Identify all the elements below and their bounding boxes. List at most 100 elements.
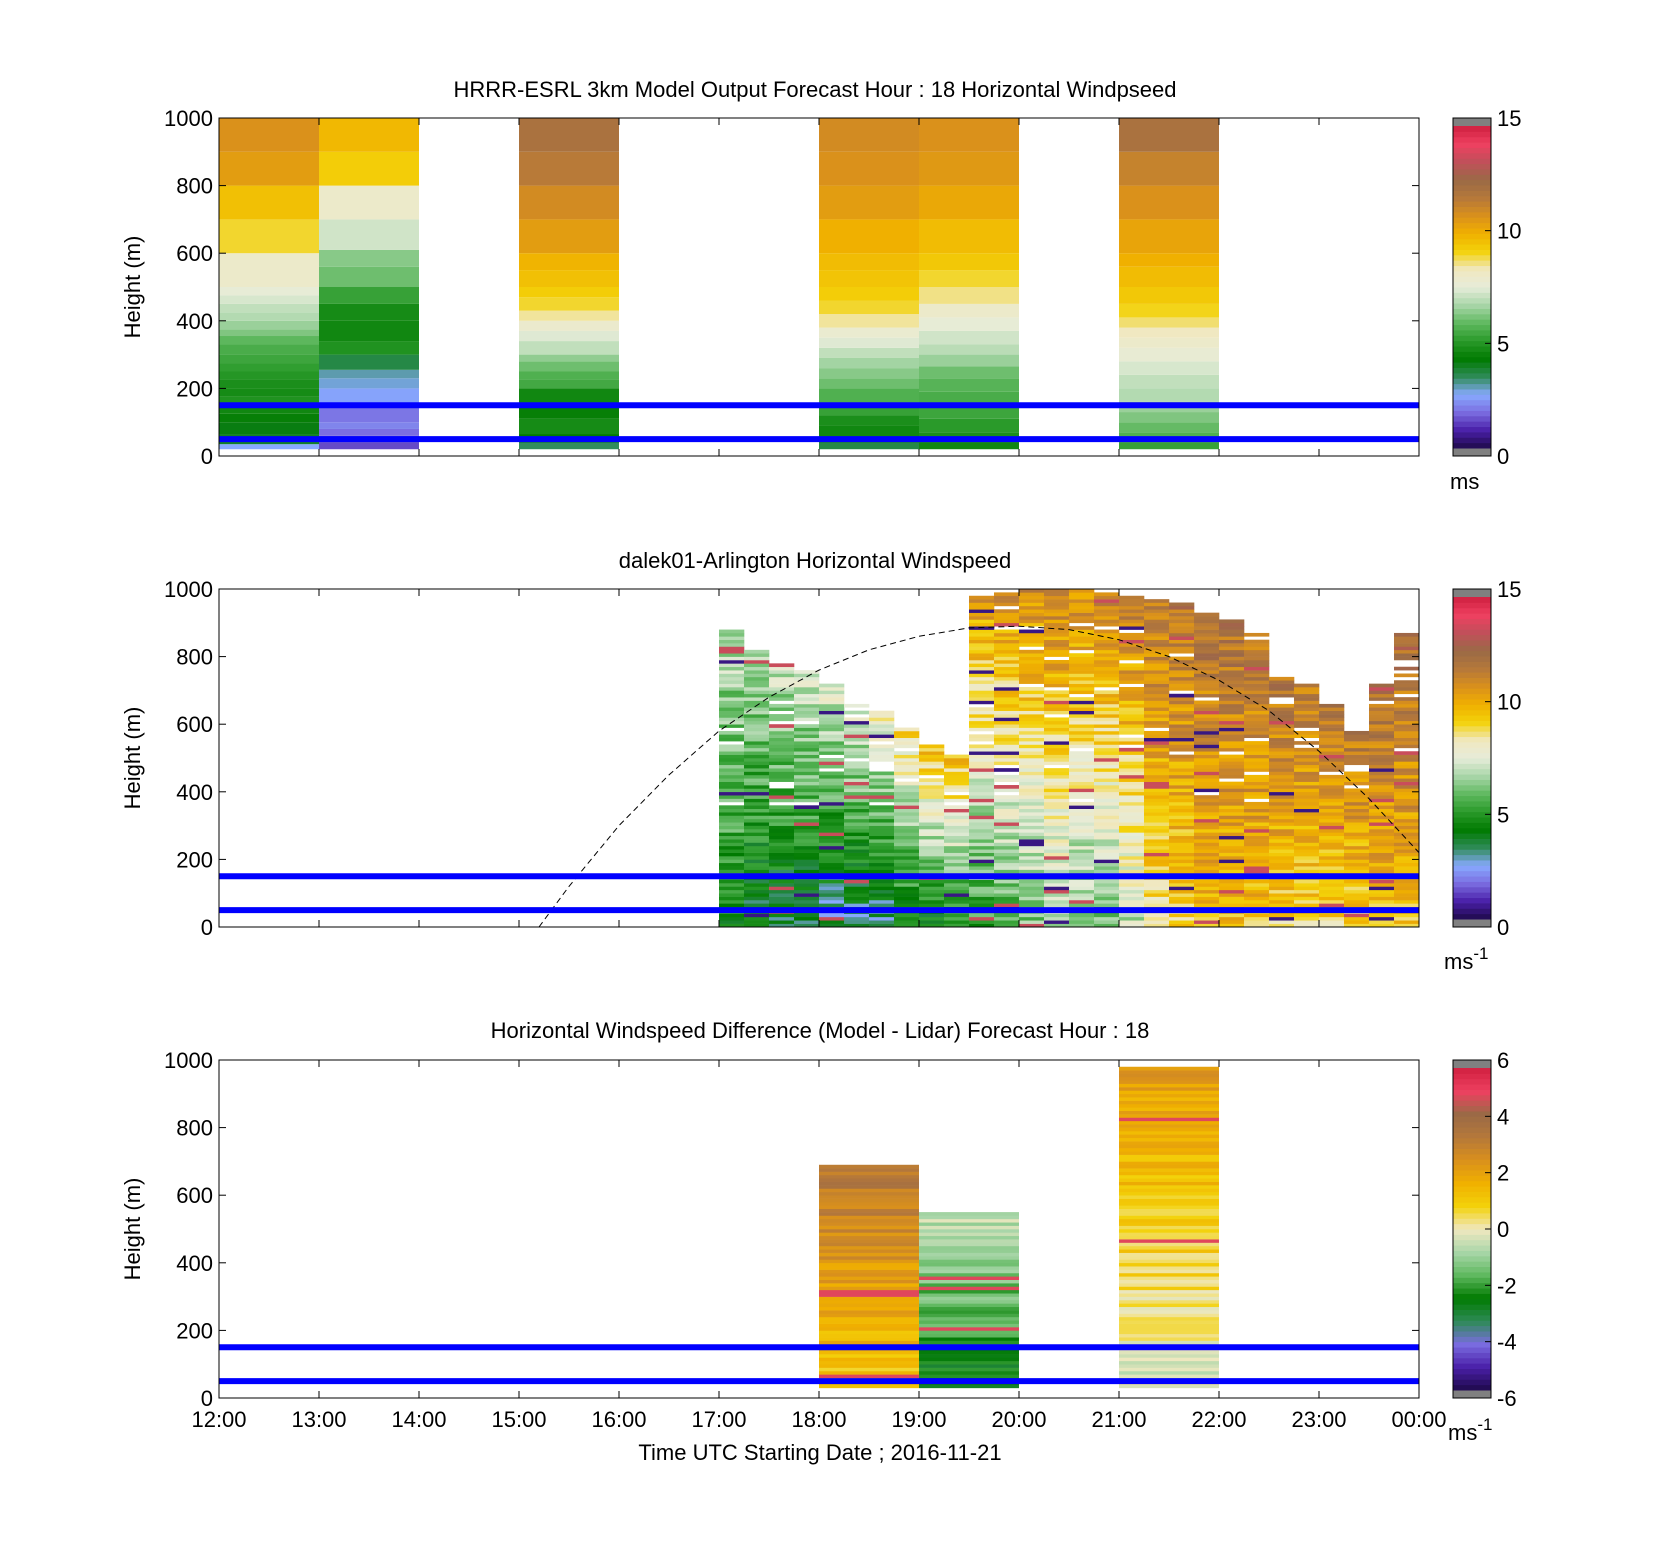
colorbar-swatch [1453,1180,1491,1187]
lidar-cell-16-33 [1119,812,1145,816]
lidar-cell-0-76 [719,666,745,671]
difference-cell-2-31 [1119,1279,1219,1284]
model-cell-4-11 [919,303,1019,318]
lidar-cell-10-58 [969,727,995,732]
colorbar-swatch [1453,1320,1491,1327]
difference-cell-0-63 [819,1171,919,1176]
lidar-cell-26-67 [1369,697,1395,701]
model-cell-0-16 [219,303,319,313]
lidar-cell-9-27 [944,832,970,837]
lidar-cell-7-30 [894,822,920,826]
lidar-cell-15-34 [1094,808,1120,813]
lidar-cell-7-54 [894,741,920,745]
lidar-cell-12-26 [1019,835,1045,840]
lidar-cell-12-98 [1019,592,1045,597]
lidar-cell-25-55 [1344,737,1370,742]
lidar-cell-21-41 [1244,785,1270,789]
difference-cell-2-24 [1119,1303,1219,1308]
lidar-cell-13-42 [1044,781,1070,786]
lidar-cell-0-61 [719,717,745,722]
model-cell-2-10 [519,330,619,342]
colorbar-swatch [1453,131,1491,138]
lidar-cell-21-66 [1244,700,1270,705]
lidar-cell-13-92 [1044,612,1070,617]
lidar-cell-12-87 [1019,629,1045,634]
lidar-cell-6-29 [869,825,895,830]
lidar-cell-18-54 [1169,741,1195,745]
lidar-cell-26-57 [1369,730,1395,735]
lidar-cell-4-57 [819,730,845,735]
lidar-cell-27-35 [1394,805,1420,809]
lidar-cell-16-72 [1119,680,1145,684]
lidar-cell-21-42 [1244,781,1270,786]
lidar-cell-3-30 [794,822,820,826]
lidar-cell-23-54 [1294,741,1320,745]
lidar-cell-23-20 [1294,856,1320,860]
lidar-cell-17-81 [1144,649,1170,654]
lidar-cell-23-3 [1294,913,1320,918]
lidar-cell-22-58 [1269,727,1295,732]
lidar-cell-27-72 [1394,680,1420,684]
lidar-cell-18-31 [1169,818,1195,823]
difference-cell-0-6 [819,1364,919,1368]
lidar-cell-24-59 [1319,724,1345,728]
lidar-cell-21-27 [1244,832,1270,837]
lidar-cell-17-47 [1144,764,1170,769]
difference-cell-2-68 [1119,1154,1219,1159]
colorbar-tick-label: -6 [1497,1386,1517,1411]
y-tick-label: 1000 [164,1048,213,1073]
lidar-cell-8-10 [919,889,945,894]
lidar-cell-3-18 [794,862,820,867]
difference-cell-2-65 [1119,1164,1219,1169]
model-cell-2-5 [519,379,619,389]
lidar-cell-11-30 [994,822,1020,826]
lidar-cell-2-8 [769,896,795,901]
colorbar-swatch [1453,222,1491,229]
lidar-cell-2-22 [769,849,795,853]
lidar-cell-27-2 [1394,916,1420,921]
lidar-cell-12-30 [1019,822,1045,826]
colorbar-swatch [1453,1245,1491,1251]
lidar-cell-4-67 [819,697,845,701]
lidar-cell-22-69 [1269,690,1295,695]
lidar-cell-6-6 [869,903,895,908]
lidar-cell-23-0 [1294,923,1320,928]
lidar-cell-21-74 [1244,673,1270,678]
lidar-cell-7-48 [894,761,920,766]
lidar-cell-23-39 [1294,791,1320,796]
difference-cell-2-39 [1119,1252,1219,1257]
difference-cell-0-33 [819,1272,919,1277]
lidar-cell-20-73 [1219,676,1245,681]
lidar-cell-25-45 [1344,771,1370,776]
colorbar-swatch [1453,206,1491,213]
lidar-cell-11-60 [994,720,1020,725]
lidar-cell-8-23 [919,845,945,850]
lidar-cell-10-1 [969,920,995,924]
lidar-cell-27-29 [1394,825,1420,830]
lidar-cell-6-63 [869,710,895,715]
lidar-cell-8-33 [919,812,945,816]
lidar-cell-23-70 [1294,687,1320,691]
lidar-cell-0-67 [719,697,745,701]
lidar-cell-18-3 [1169,913,1195,918]
difference-cell-2-93 [1119,1070,1219,1074]
model-cell-4-13 [919,270,1019,287]
lidar-cell-9-9 [944,893,970,897]
lidar-cell-18-37 [1169,798,1195,803]
lidar-cell-16-45 [1119,771,1145,776]
lidar-cell-4-53 [819,744,845,749]
lidar-cell-9-35 [944,805,970,809]
colorbar-swatch [1453,1084,1491,1090]
lidar-cell-4-13 [819,879,845,884]
lidar-cell-19-65 [1194,703,1220,708]
lidar-cell-22-51 [1269,751,1295,755]
lidar-cell-4-8 [819,896,845,901]
lidar-cell-20-34 [1219,808,1245,813]
lidar-cell-20-88 [1219,626,1245,630]
lidar-cell-0-11 [719,886,745,891]
lidar-cell-0-27 [719,832,745,837]
lidar-cell-11-90 [994,619,1020,624]
colorbar-swatch [1453,806,1491,813]
lidar-cell-8-48 [919,761,945,766]
lidar-cell-18-25 [1169,839,1195,843]
